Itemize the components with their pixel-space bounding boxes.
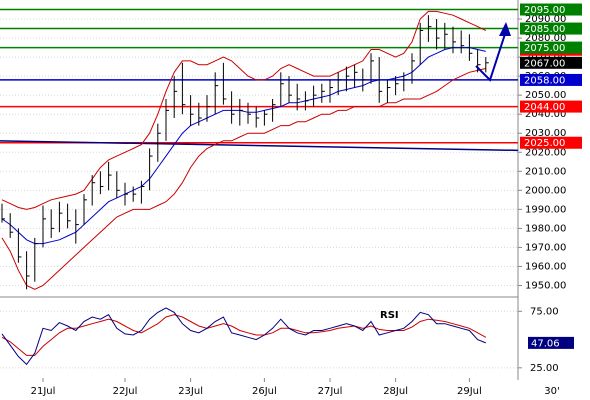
level-label: 2025.00 — [524, 138, 565, 149]
level-label: 2067.00 — [524, 58, 565, 69]
band-line — [1, 47, 486, 245]
y-tick-label: 2010.00 — [525, 166, 566, 177]
level-label: 2075.00 — [524, 43, 565, 54]
y-tick-label: 2090.00 — [525, 14, 566, 25]
y-tick-label: 1980.00 — [525, 223, 566, 234]
x-tick-label: 29Jul — [457, 386, 482, 397]
y-tick-label: 1970.00 — [525, 242, 566, 253]
level-label-box — [520, 41, 582, 54]
x-tick-label: 22Jul — [113, 386, 138, 397]
timeframe-label: 30' — [544, 386, 559, 397]
band-line — [1, 68, 486, 290]
y-tick-label: 2040.00 — [525, 109, 566, 120]
y-tick-label: 75.00 — [530, 306, 559, 317]
forecast-arrow — [475, 22, 511, 82]
last-value-box — [528, 336, 574, 349]
x-tick-label: 26Jul — [252, 386, 277, 397]
arrow-path — [475, 33, 506, 82]
level-label-box — [520, 3, 582, 16]
y-tick-label: 1950.00 — [525, 280, 566, 291]
band-line — [1, 10, 487, 210]
level-label-box — [520, 22, 582, 35]
y-tick-label: 1990.00 — [525, 204, 566, 215]
last-value-label: 47.06 — [531, 338, 560, 349]
y-tick-label: 2030.00 — [525, 128, 566, 139]
y-tick-label: 2020.00 — [525, 147, 566, 158]
level-label: 2058.00 — [524, 75, 565, 86]
level-label: 2095.00 — [524, 5, 565, 16]
level-label-box — [520, 100, 582, 113]
level-label: 2085.00 — [524, 24, 565, 35]
y-tick-label: 25.00 — [530, 363, 559, 374]
x-tick-label: 27Jul — [318, 386, 343, 397]
level-label-box — [520, 136, 582, 149]
panel-title: RSI — [380, 310, 399, 321]
level-label-box — [520, 73, 582, 86]
x-tick-label: 21Jul — [31, 386, 56, 397]
level-label-box — [520, 56, 582, 69]
y-tick-label: 2050.00 — [525, 90, 566, 101]
y-tick-label: 2000.00 — [525, 185, 566, 196]
rsi-line — [1, 307, 486, 366]
arrow-head — [499, 22, 511, 36]
x-tick-label: 28Jul — [383, 386, 408, 397]
y-tick-label: 1960.00 — [525, 261, 566, 272]
trendline — [0, 140, 519, 152]
x-tick-label: 23Jul — [178, 386, 203, 397]
y-tick-label: 2080.00 — [525, 33, 566, 44]
level-label: 2044.00 — [524, 102, 565, 113]
rsi-line — [1, 314, 487, 356]
